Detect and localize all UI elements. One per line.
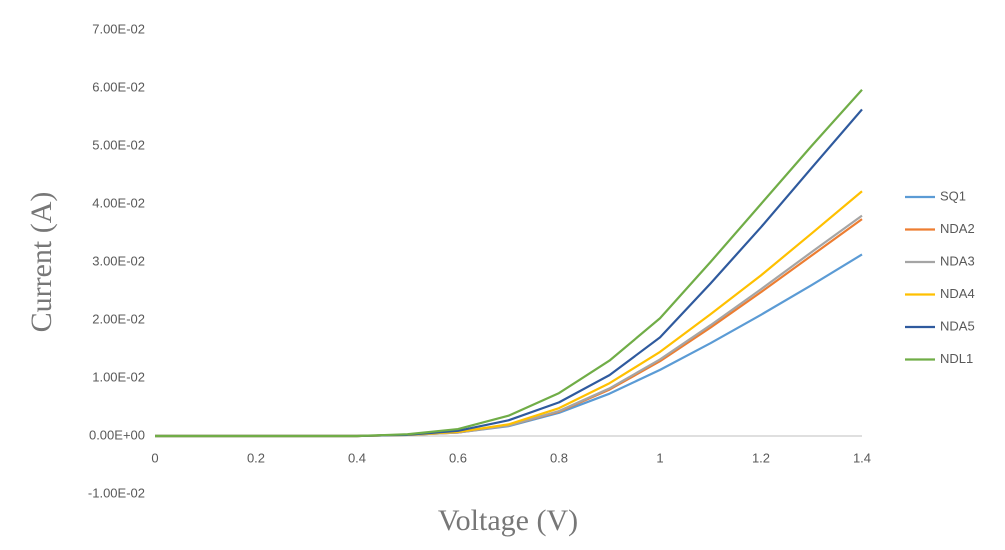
legend-label: NDA5 [940,318,975,333]
x-tick-label: 0.4 [348,450,366,465]
y-tick-label: 5.00E-02 [92,137,145,152]
chart: Current (A) Voltage (V) -1.00E-02 0.00E+0… [0,0,1005,550]
legend-label: NDA4 [940,286,975,301]
y-axis-title: Current (A) [25,192,58,333]
x-tick-label: 1 [656,450,663,465]
x-tick-label: 1.2 [752,450,770,465]
y-tick-label: 0.00E+00 [89,427,145,442]
y-tick-label: 6.00E-02 [92,79,145,94]
y-tick-label: 2.00E-02 [92,311,145,326]
x-tick-label: 0 [151,450,158,465]
x-tick-label: 0.8 [550,450,568,465]
y-tick-label: 7.00E-02 [92,21,145,36]
x-tick-label: 0.6 [449,450,467,465]
legend-label: SQ1 [940,188,966,203]
legend-label: NDL1 [940,351,973,366]
x-axis-title: Voltage (V) [438,504,578,537]
series-line [155,254,862,436]
series-line [155,216,862,436]
x-tick-label: 0.2 [247,450,265,465]
legend-label: NDA3 [940,253,975,268]
series-line [155,109,862,436]
y-tick-label: 1.00E-02 [92,369,145,384]
series-line [155,219,862,436]
series-line [155,90,862,436]
y-tick-label: -1.00E-02 [88,485,145,500]
y-tick-label: 3.00E-02 [92,253,145,268]
legend-label: NDA2 [940,221,975,236]
x-tick-label: 1.4 [853,450,871,465]
y-tick-label: 4.00E-02 [92,195,145,210]
series-line [155,191,862,436]
